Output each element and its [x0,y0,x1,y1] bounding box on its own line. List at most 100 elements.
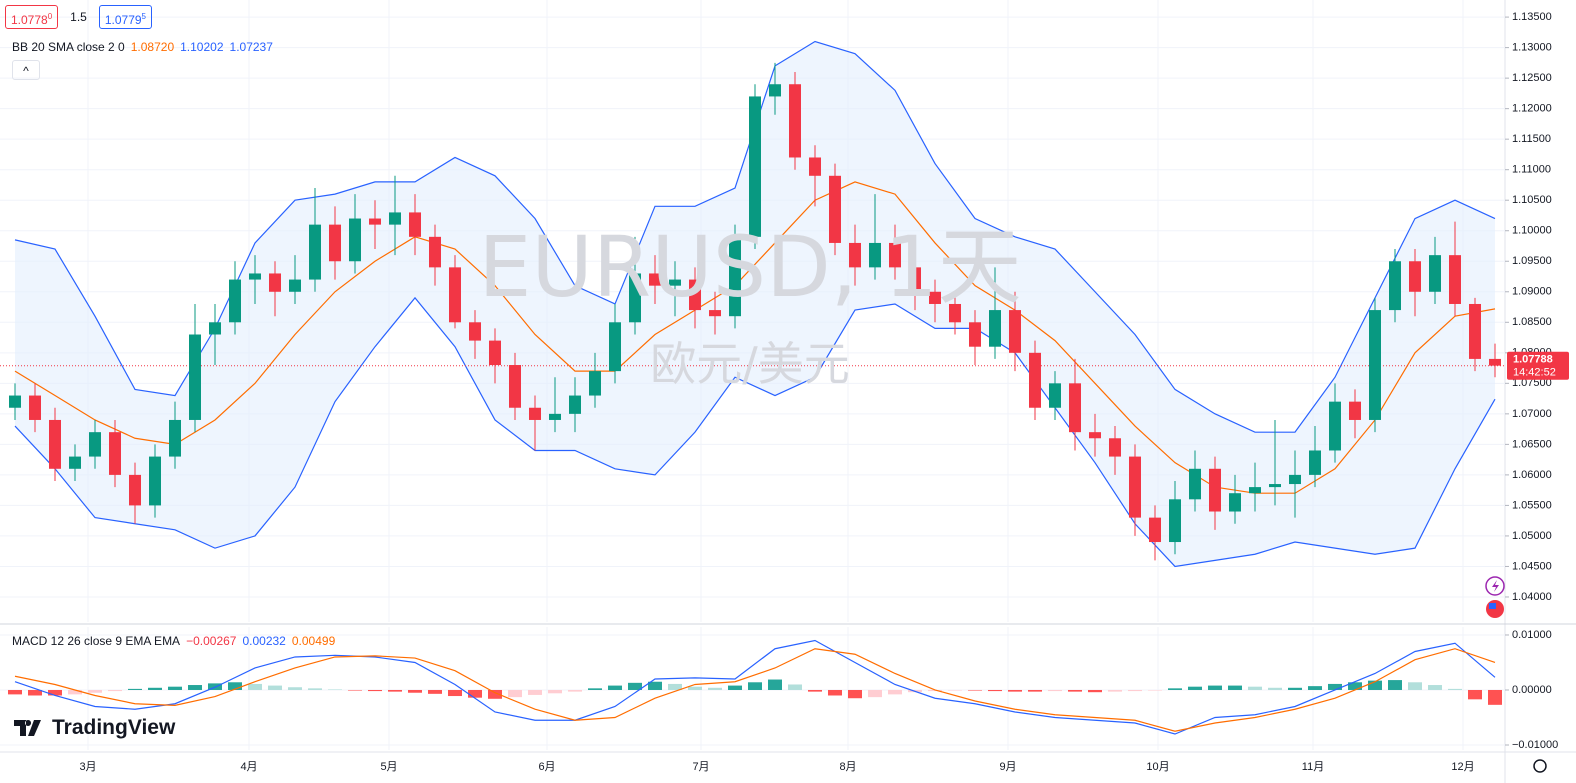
histogram-bar [1408,682,1422,690]
ask-price: 1.0779 [104,13,142,27]
candle-body [829,175,841,243]
histogram-bar [868,689,882,698]
histogram-bar [1388,680,1402,690]
histogram-bar [8,689,22,695]
y-tick-label: 1.10500 [1512,194,1552,206]
logo: TradingView [14,716,175,740]
bb-legend: BB 20 SMA close 2 0 1.08720 1.10202 1.0723… [12,40,273,54]
bb-label: BB 20 SMA close 2 0 [12,40,125,54]
candle-body [429,236,441,268]
candle-body [509,365,521,408]
watermark-symbol: EURUSD, 1天 [478,218,1022,316]
candle-body [409,212,421,237]
collapse-button[interactable]: ^ [12,60,40,80]
buy-button[interactable]: 1.07795 [98,5,152,29]
bb-value: 1.10202 [180,40,224,54]
candle-body [1289,474,1301,485]
histogram-bar [1428,685,1442,690]
histogram-bar [188,685,202,690]
histogram-bar [528,689,542,695]
countdown-label: 14:42:52 [1513,367,1556,379]
y-tick-label: 1.04500 [1512,560,1552,572]
candle-body [9,395,21,408]
x-tick-label: 9月 [999,761,1016,773]
histogram-bar [48,689,62,696]
ask-pip: 5 [141,12,146,21]
candle-body [889,242,901,268]
y-tick-label: 1.09000 [1512,286,1552,298]
y-tick-label: 1.08500 [1512,316,1552,328]
histogram-bar [708,687,722,690]
histogram-bar [388,689,402,692]
y-tick-label: 1.09500 [1512,255,1552,267]
last-price-tag [1507,351,1569,380]
y-tick-label: 1.06500 [1512,438,1552,450]
histogram-bar [1188,686,1202,690]
y-tick-label: 1.04000 [1512,591,1552,603]
histogram-bar [568,689,582,692]
candle-body [1089,432,1101,439]
candle-body [569,395,581,414]
candle-body [229,279,241,323]
candle-body [89,432,101,457]
histogram-bar [1448,688,1462,690]
histogram-bar [228,682,242,690]
candle-body [1049,383,1061,408]
candle-body [1369,310,1381,420]
histogram-bar [1348,682,1362,690]
x-tick-label: 7月 [692,761,709,773]
histogram-bar [88,689,102,693]
histogram-bar [1308,686,1322,690]
candle-body [1189,468,1201,500]
histogram-bar [288,687,302,690]
candle-body [1469,303,1481,359]
candle-body [1449,255,1461,304]
candle-body [809,157,821,176]
candle-body [1389,261,1401,311]
sell-button[interactable]: 1.07780 [5,5,59,29]
y-tick-label: 0.01000 [1512,629,1552,641]
candle-body [629,273,641,323]
bid-pip: 0 [47,12,53,21]
bid-price: 1.0778 [11,13,48,27]
candle-body [769,84,781,97]
y-tick-label: 1.13500 [1512,11,1552,23]
candle-body [69,456,81,469]
histogram-bar [1028,689,1042,692]
histogram-bar [148,687,162,690]
flag-canton [1489,603,1496,609]
histogram-bar [1148,689,1162,691]
candle-body [469,322,481,341]
y-tick-label: 0.00000 [1512,684,1552,696]
histogram-bar [448,689,462,697]
histogram-bar [628,682,642,690]
histogram-bar [888,689,902,695]
candle-body [189,334,201,420]
histogram-bar [168,686,182,690]
histogram-bar [308,688,322,690]
candle-body [1149,517,1161,543]
histogram-bar [688,686,702,690]
histogram-bar [508,689,522,698]
histogram-bar [1468,689,1482,700]
candle-body [1229,493,1241,512]
histogram-bar [408,689,422,693]
candle-body [489,340,501,366]
alert-icon [1485,576,1505,596]
y-tick-label: 1.05000 [1512,530,1552,542]
bb-line [14,181,1496,494]
macd-line [14,648,1496,732]
histogram-bar [28,689,42,696]
candle-body [249,273,261,280]
candle-body [589,371,601,396]
histogram-bar [1128,689,1142,692]
histogram-bar [828,689,842,696]
histogram-bar [248,683,262,690]
histogram-bar [1068,689,1082,692]
candle-body [1309,450,1321,475]
x-tick-label: 11月 [1302,761,1324,773]
histogram-bar [848,689,862,699]
histogram-bar [68,689,82,695]
histogram-bar [1288,687,1302,690]
